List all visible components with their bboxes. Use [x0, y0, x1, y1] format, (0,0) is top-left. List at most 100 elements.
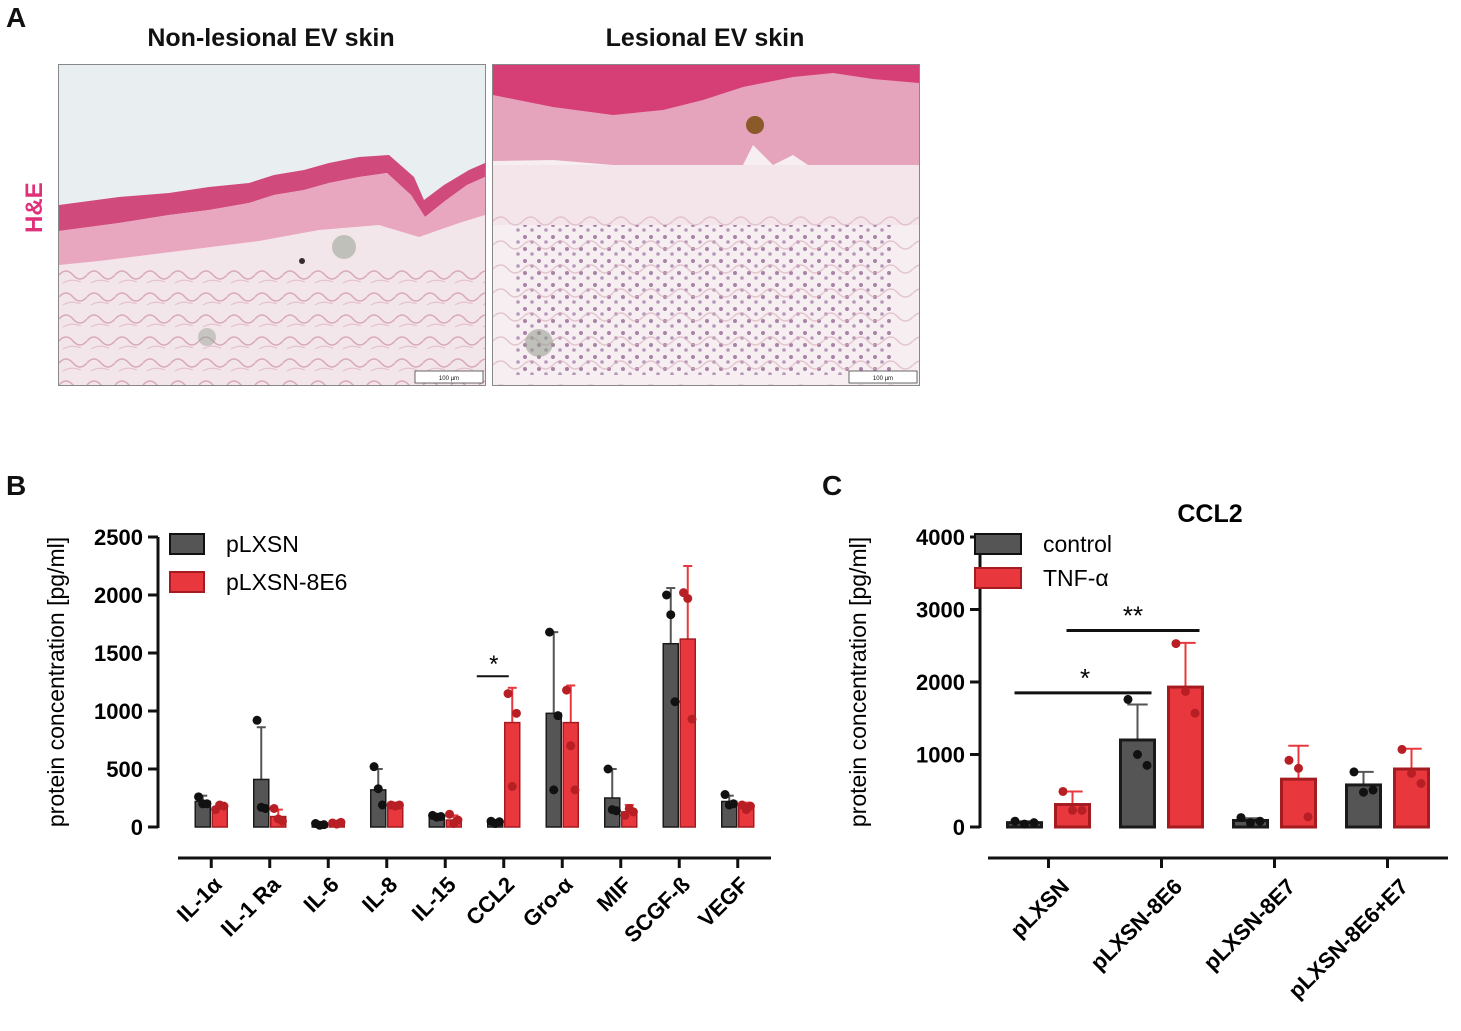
data-point [720, 790, 730, 800]
data-point [1068, 805, 1077, 815]
data-point [549, 785, 559, 795]
bar-pLXSN-8E6-TNF-α [1167, 685, 1204, 829]
legend-swatch-pLXSN-8E6 [169, 571, 205, 593]
data-point [687, 714, 697, 724]
data-point [269, 803, 279, 813]
x-tick-label: MIF [592, 872, 636, 916]
scalebar-label-nonlesional: 100 µm [439, 376, 459, 382]
data-point [511, 708, 521, 718]
data-point [545, 627, 555, 637]
data-point [1190, 708, 1200, 718]
data-point [1303, 812, 1313, 822]
micrograph-title-lesional: Lesional EV skin [605, 24, 805, 52]
chart-title: CCL2 [1177, 500, 1242, 528]
data-point [1255, 816, 1265, 826]
data-point [683, 593, 693, 603]
data-point [1416, 779, 1426, 788]
legend-swatch-TNF-α [974, 567, 1022, 589]
data-point [1349, 767, 1359, 777]
data-point [194, 792, 204, 802]
data-point [562, 685, 572, 695]
data-point [1010, 816, 1020, 826]
data-point [1077, 805, 1087, 815]
data-point [566, 741, 576, 751]
x-tick-label: IL-1 Ra [216, 871, 286, 941]
data-point [1142, 760, 1152, 770]
data-point [1397, 744, 1407, 754]
legend-label: TNF-α [1043, 565, 1109, 591]
bar-SCGF-ß-pLXSN [662, 642, 679, 828]
data-point [620, 810, 630, 820]
data-point [728, 799, 738, 809]
data-point [1246, 818, 1255, 828]
data-point [666, 610, 676, 620]
x-tick-label: Gro-α [518, 872, 578, 932]
data-point [436, 812, 446, 822]
data-point [603, 764, 613, 774]
data-point [570, 785, 580, 795]
data-point [611, 806, 621, 816]
data-point [1181, 686, 1190, 696]
data-point [1171, 639, 1181, 649]
scalebar-label-lesional: 100 µm [873, 376, 893, 382]
y-axis-label: protein concentration [pg/ml] [43, 537, 69, 827]
y-axis-label: protein concentration [pg/ml] [845, 537, 871, 827]
legend-swatch-pLXSN [169, 533, 205, 555]
x-tick-label: pLXSN-8E6+E7 [1283, 874, 1413, 1004]
x-tick-label: IL-1α [172, 872, 227, 927]
y-tick-label: 2500 [94, 525, 143, 550]
micrograph-title-nonlesional: Non-lesional EV skin [147, 24, 395, 52]
y-tick-label: 3000 [916, 598, 965, 623]
y-tick-label: 0 [131, 815, 143, 840]
data-point [670, 697, 680, 707]
x-tick-label: VEGF [693, 872, 753, 932]
data-point [260, 803, 270, 813]
x-tick-label: pLXSN [1005, 874, 1074, 943]
data-point [1407, 768, 1416, 778]
y-tick-label: 500 [106, 757, 143, 782]
data-point [1123, 694, 1133, 704]
y-tick-label: 1000 [916, 743, 965, 768]
data-point [1368, 785, 1378, 795]
x-tick-label: pLXSN-8E7 [1198, 874, 1300, 976]
bar-SCGF-ß-pLXSN-8E6 [679, 638, 696, 828]
ccl2-bar-chart: 0 1000 2000 3000 4000 protein concentration [… [845, 500, 1448, 1004]
y-tick-label: 0 [953, 815, 965, 840]
y-tick-label: 4000 [916, 525, 965, 550]
cytokine-bar-chart: 0 500 1000 1500 2000 2500 protein concentratio… [43, 525, 771, 947]
data-point [336, 817, 346, 827]
data-point [1029, 818, 1039, 828]
stain-label: H&E [21, 182, 48, 233]
x-tick-label: CCL2 [461, 872, 519, 930]
significance-star: * [1080, 663, 1090, 693]
legend-label: pLXSN [226, 531, 299, 557]
y-tick-label: 2000 [94, 583, 143, 608]
data-point [503, 689, 513, 699]
data-point [494, 817, 504, 827]
panel-a-letter: A [6, 2, 27, 33]
data-point [1359, 787, 1368, 797]
data-point [373, 784, 383, 794]
data-point [219, 801, 229, 811]
data-point [1058, 786, 1068, 796]
significance-star: * [489, 651, 498, 678]
bar-Gro-α-pLXSN-8E6 [562, 721, 579, 828]
data-point [1284, 755, 1294, 765]
y-tick-label: 2000 [916, 670, 965, 695]
data-point [445, 809, 455, 819]
legend-swatch-control [974, 533, 1022, 555]
data-point [252, 715, 262, 725]
data-point [1236, 813, 1246, 823]
data-point [369, 762, 379, 772]
significance-star: ** [1123, 601, 1143, 631]
data-point [394, 800, 404, 810]
data-point [553, 711, 563, 721]
panel-b-letter: B [6, 470, 27, 501]
data-point [662, 590, 672, 600]
x-tick-label: IL-8 [357, 872, 402, 917]
y-tick-label: 1500 [94, 641, 143, 666]
legend-label: control [1043, 531, 1112, 557]
data-point [277, 816, 287, 826]
x-tick-label: IL-6 [298, 872, 343, 917]
x-tick-label: pLXSN-8E6 [1085, 874, 1187, 976]
